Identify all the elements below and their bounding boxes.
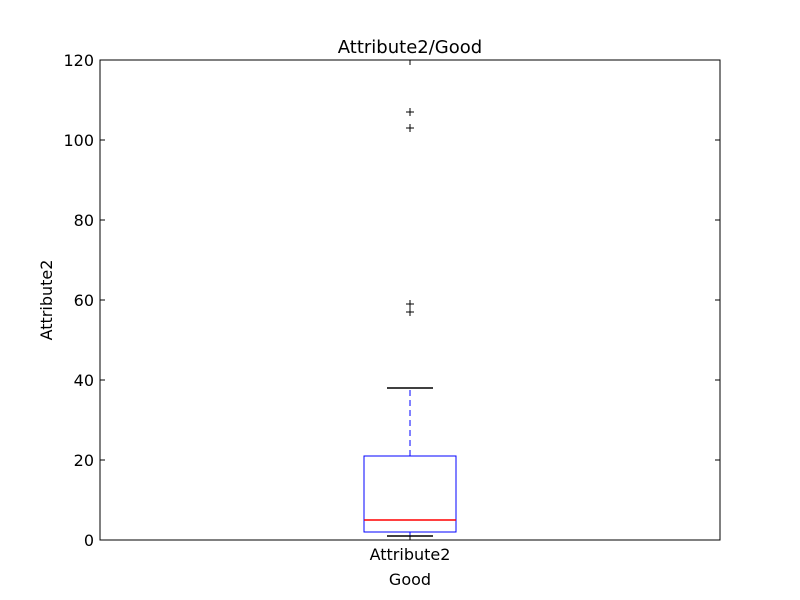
y-tick-label: 20 — [74, 451, 94, 470]
y-axis-label: Attribute2 — [37, 260, 56, 341]
outlier-point — [406, 300, 414, 308]
y-tick-label: 40 — [74, 371, 94, 390]
outlier-point — [406, 308, 414, 316]
y-tick-label: 0 — [84, 531, 94, 550]
x-axis-label: Good — [389, 570, 431, 589]
y-tick-label: 60 — [74, 291, 94, 310]
box-series — [363, 108, 457, 537]
iqr-box — [363, 455, 457, 533]
outlier-point — [406, 124, 414, 132]
y-tick-label: 120 — [63, 51, 94, 70]
outlier-point — [406, 108, 414, 116]
plot-frame — [99, 59, 721, 541]
y-tick-label: 100 — [63, 131, 94, 150]
y-tick-label: 80 — [74, 211, 94, 230]
y-axis-ticks: 0 20 40 60 80 100 120 — [63, 51, 720, 550]
chart-title: Attribute2/Good — [338, 37, 482, 58]
x-tick-label: Attribute2 — [370, 545, 451, 564]
